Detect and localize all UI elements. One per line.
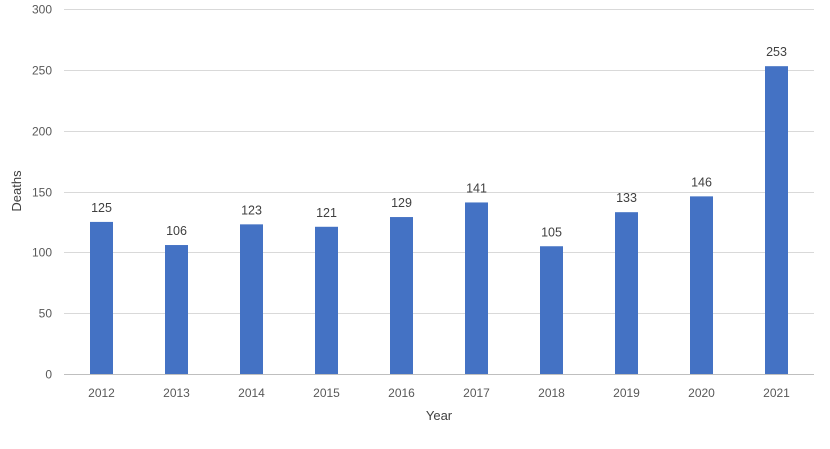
x-tick-label: 2018 [538, 386, 565, 400]
y-tick-label: 250 [32, 64, 52, 78]
bar [165, 245, 188, 374]
x-tick-label: 2016 [388, 386, 415, 400]
bar [390, 217, 413, 374]
data-label: 105 [541, 225, 562, 239]
y-axis-title: Deaths [9, 170, 24, 212]
y-tick-label: 0 [45, 368, 52, 382]
data-label: 123 [241, 203, 262, 217]
y-tick-label: 150 [32, 186, 52, 200]
x-axis-ticks: 2012 2013 2014 2015 2016 2017 2018 2019 2020 2021 [88, 386, 790, 400]
bar [765, 66, 788, 374]
gridlines [64, 9, 814, 375]
x-tick-label: 2015 [313, 386, 340, 400]
data-labels: 125 106 123 121 129 141 105 133 146 253 [91, 45, 787, 239]
y-tick-label: 200 [32, 125, 52, 139]
data-label: 133 [616, 191, 637, 205]
bars [90, 66, 788, 374]
y-tick-label: 100 [32, 246, 52, 260]
bar [240, 224, 263, 374]
data-label: 106 [166, 224, 187, 238]
data-label: 121 [316, 206, 337, 220]
x-tick-label: 2020 [688, 386, 715, 400]
bar [690, 196, 713, 374]
x-tick-label: 2014 [238, 386, 265, 400]
x-tick-label: 2021 [763, 386, 790, 400]
x-tick-label: 2012 [88, 386, 115, 400]
x-tick-label: 2013 [163, 386, 190, 400]
x-tick-label: 2017 [463, 386, 490, 400]
data-label: 253 [766, 45, 787, 59]
data-label: 129 [391, 196, 412, 210]
data-label: 141 [466, 181, 487, 195]
data-label: 125 [91, 201, 112, 215]
bar [465, 202, 488, 374]
x-tick-label: 2019 [613, 386, 640, 400]
y-tick-label: 300 [32, 3, 52, 17]
x-axis-title: Year [426, 408, 453, 423]
bar [315, 226, 338, 374]
y-axis-ticks: 0 50 100 150 200 250 300 [32, 3, 52, 382]
data-label: 146 [691, 175, 712, 189]
bar [540, 246, 563, 374]
y-tick-label: 50 [39, 307, 53, 321]
bar [615, 212, 638, 374]
bar [90, 221, 113, 374]
